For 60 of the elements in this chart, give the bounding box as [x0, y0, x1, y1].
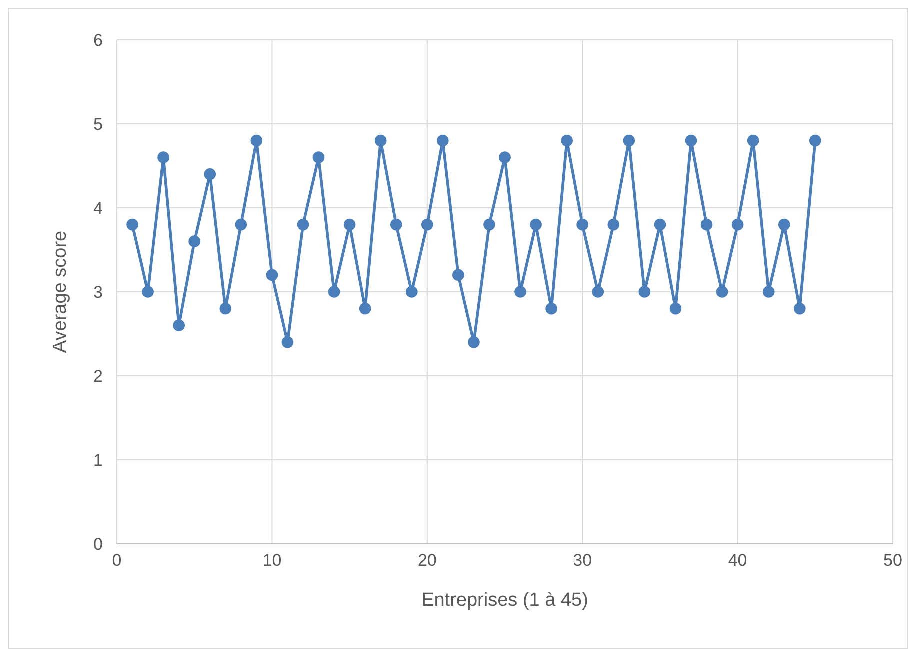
point [592, 286, 604, 298]
point [484, 218, 496, 231]
point [809, 134, 822, 147]
point [762, 286, 775, 298]
y-tick-label: 6 [94, 31, 103, 50]
point [561, 134, 573, 147]
x-tick-label: 40 [728, 551, 748, 570]
y-tick-label: 2 [94, 367, 103, 386]
point [716, 286, 728, 298]
point [608, 218, 620, 231]
point [670, 302, 682, 315]
point [732, 218, 744, 231]
x-tick-label: 30 [573, 551, 592, 570]
point [142, 286, 154, 298]
point [452, 269, 464, 282]
point [468, 336, 480, 348]
y-tick-label: 3 [94, 283, 103, 302]
x-tick-label: 10 [262, 551, 282, 570]
point [204, 168, 216, 180]
point [514, 286, 526, 298]
point [654, 218, 666, 231]
point [778, 218, 790, 231]
x-tick-label: 20 [418, 551, 437, 570]
point [297, 218, 310, 231]
point [374, 134, 387, 147]
point [344, 218, 356, 231]
y-tick-label: 1 [94, 451, 103, 470]
point [282, 336, 294, 348]
point [406, 286, 418, 298]
y-tick-label: 0 [94, 535, 103, 554]
point [623, 134, 636, 147]
point [328, 286, 340, 298]
x-axis-title: Entreprises (1 à 45) [422, 590, 588, 611]
point [421, 218, 434, 231]
x-tick-label: 50 [884, 551, 902, 570]
point [312, 152, 325, 164]
point [235, 218, 248, 231]
point [437, 134, 449, 147]
point [266, 269, 278, 282]
point [250, 134, 263, 147]
point [794, 302, 806, 315]
y-axis-title: Average score [50, 230, 71, 354]
x-tick-label: 0 [112, 551, 122, 570]
point [390, 218, 402, 231]
point [126, 218, 138, 231]
point [220, 302, 232, 315]
point [638, 286, 651, 298]
point [188, 236, 201, 248]
point [499, 152, 511, 164]
y-tick-label: 4 [94, 199, 103, 218]
point [576, 218, 589, 231]
point [158, 152, 170, 164]
point [173, 320, 185, 332]
point [546, 302, 558, 315]
point [700, 218, 713, 231]
y-tick-label: 5 [94, 115, 103, 134]
point [747, 134, 760, 147]
point [359, 302, 372, 315]
point [685, 134, 698, 147]
point [530, 218, 542, 231]
